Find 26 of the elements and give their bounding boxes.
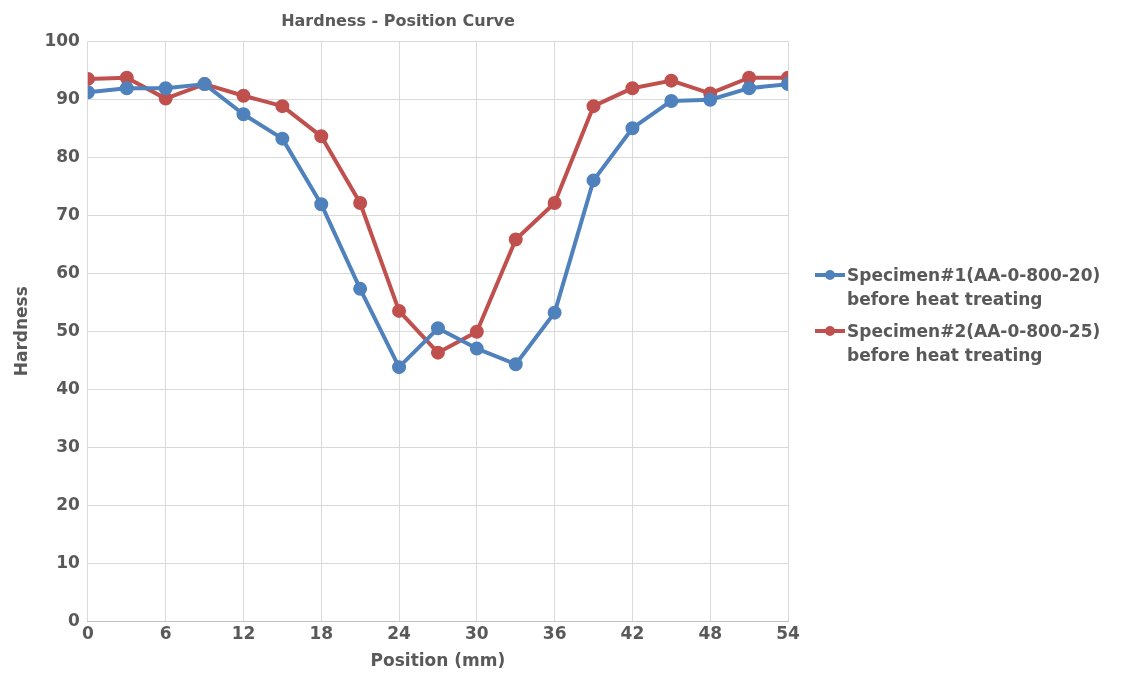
legend-label: Specimen#1(AA-0-800-20) before heat treating — [847, 264, 1102, 311]
y-tick-label: 20 — [56, 493, 81, 514]
y-tick-label: 10 — [56, 551, 81, 572]
y-tick-label: 60 — [56, 261, 81, 282]
y-tick-label: 40 — [56, 377, 81, 398]
x-tick-label: 0 — [81, 622, 94, 643]
x-tick-label: 48 — [698, 622, 723, 643]
y-tick-label: 0 — [68, 609, 81, 630]
y-tick-label: 50 — [56, 319, 81, 340]
chart-title: Hardness - Position Curve — [281, 10, 516, 30]
x-tick-label: 24 — [387, 622, 412, 643]
x-axis-title: Position (mm) — [370, 650, 506, 671]
x-tick-label: 6 — [159, 622, 172, 643]
legend-label: Specimen#2(AA-0-800-25) before heat treating — [847, 320, 1102, 367]
x-tick-label: 42 — [620, 622, 645, 643]
x-tick-label: 18 — [309, 622, 334, 643]
y-axis-title: Hardness — [10, 286, 31, 377]
y-tick-label: 70 — [56, 203, 81, 224]
x-tick-label: 30 — [465, 622, 489, 643]
y-tick-label: 80 — [56, 145, 81, 166]
x-tick-label: 12 — [231, 622, 256, 643]
y-tick-label: 30 — [56, 435, 81, 456]
x-tick-label: 36 — [542, 622, 567, 643]
y-tick-label: 90 — [56, 87, 81, 108]
x-tick-label: 54 — [776, 622, 800, 643]
y-tick-label: 100 — [44, 29, 81, 50]
